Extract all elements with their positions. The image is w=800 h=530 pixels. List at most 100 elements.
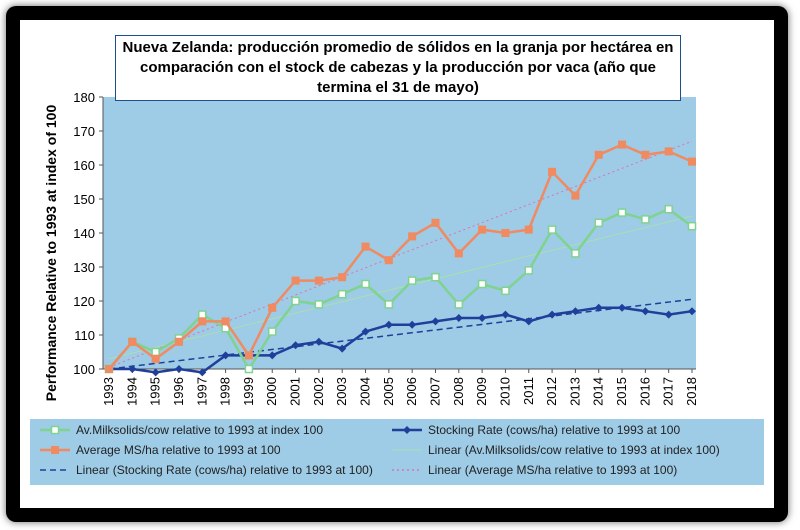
plot-area bbox=[103, 97, 696, 369]
series-2-point bbox=[361, 242, 370, 251]
series-2-point bbox=[641, 150, 650, 159]
series-2-point bbox=[105, 365, 113, 373]
y-tick-label: 100 bbox=[73, 362, 95, 377]
x-tick-label: 2013 bbox=[567, 377, 582, 406]
trendline-0 bbox=[108, 215, 693, 360]
x-tick-label: 2001 bbox=[288, 377, 303, 406]
series-0-point bbox=[407, 276, 417, 285]
series-line-1 bbox=[109, 306, 693, 374]
x-tick-label: 2007 bbox=[427, 377, 442, 406]
series-2-point bbox=[151, 354, 160, 363]
series-2-point bbox=[431, 218, 440, 227]
series-0-point bbox=[337, 289, 347, 299]
series-1-point bbox=[198, 368, 207, 377]
series-0-point bbox=[571, 249, 580, 258]
legend-milksolids-cow-label: Av.Milksolids/cow relative to 1993 at in… bbox=[76, 423, 323, 437]
series-2-point bbox=[314, 276, 323, 285]
series-2-point bbox=[618, 140, 627, 149]
x-tick-label: 2005 bbox=[381, 377, 396, 406]
series-1-point bbox=[641, 307, 650, 316]
x-tick-label: 2000 bbox=[264, 377, 279, 406]
chart: 100 110 120 130 140 150 160 170 180 1993 1994 1995 1… bbox=[30, 90, 764, 485]
x-tick-label: 2011 bbox=[521, 377, 536, 405]
y-tick-label: 180 bbox=[73, 90, 95, 105]
chart-title: Nueva Zelanda: producción promedio de só… bbox=[122, 39, 674, 96]
series-1-point bbox=[151, 368, 160, 377]
series-2-point bbox=[198, 317, 207, 326]
series-2-point bbox=[221, 317, 230, 326]
series-2-point bbox=[291, 276, 300, 285]
series-1-point bbox=[128, 365, 137, 373]
x-tick-label: 1997 bbox=[194, 377, 209, 406]
series-1-point bbox=[221, 351, 230, 360]
x-tick-label: 1999 bbox=[241, 377, 256, 406]
x-tick-label: 2010 bbox=[497, 377, 512, 406]
series-1-point bbox=[338, 344, 347, 353]
series-2-point bbox=[128, 337, 137, 346]
trendline-2 bbox=[108, 140, 693, 368]
series-0-point bbox=[641, 215, 650, 224]
series-2-point bbox=[524, 225, 533, 234]
series-1-point bbox=[291, 341, 300, 350]
series-0-point bbox=[524, 266, 534, 275]
x-tick-label: 1998 bbox=[218, 377, 233, 406]
legend-stocking-rate-label: Stocking Rate (cows/ha) relative to 1993… bbox=[428, 423, 680, 437]
series-1-point bbox=[594, 303, 603, 312]
series-0-point bbox=[687, 221, 697, 231]
series-2-point bbox=[338, 273, 347, 282]
series-2-point bbox=[454, 249, 463, 258]
x-tick-label: 2015 bbox=[614, 377, 629, 406]
y-tick-label: 160 bbox=[73, 158, 95, 173]
x-tick-label: 1996 bbox=[171, 377, 186, 406]
y-tick-label: 110 bbox=[74, 328, 95, 343]
series-2-point bbox=[501, 229, 510, 237]
series-1-point bbox=[361, 327, 370, 336]
x-tick-label: 2008 bbox=[451, 377, 466, 406]
legend-ms-ha-swatch-marker bbox=[51, 446, 59, 454]
trendline-1 bbox=[108, 298, 693, 370]
series-1-point bbox=[618, 303, 627, 312]
series-0-point bbox=[291, 296, 300, 306]
legend-linear-stocking-label: Linear (Stocking Rate (cows/ha) relative… bbox=[76, 463, 373, 477]
series-0-point bbox=[477, 279, 487, 289]
x-tick-label: 1993 bbox=[101, 377, 116, 406]
x-tick-label: 2006 bbox=[404, 377, 419, 406]
series-0-point bbox=[244, 364, 254, 374]
series-1-point bbox=[314, 337, 323, 346]
series-2-point bbox=[571, 191, 580, 200]
series-1-point bbox=[384, 320, 393, 329]
series-2-point bbox=[268, 303, 277, 312]
series-1-point bbox=[268, 351, 277, 360]
series-0-point bbox=[547, 225, 557, 234]
x-tick-label: 2018 bbox=[684, 377, 699, 406]
series-1-point bbox=[501, 310, 510, 319]
series-2-point bbox=[384, 256, 393, 265]
y-tick-label: 140 bbox=[73, 226, 95, 241]
series-0-point bbox=[454, 300, 464, 309]
series-1-point bbox=[408, 320, 417, 329]
series-2-point bbox=[478, 225, 487, 234]
x-tick-label: 2003 bbox=[334, 377, 349, 406]
x-tick-label: 1995 bbox=[148, 377, 163, 406]
chart-title-box: Nueva Zelanda: producción promedio de só… bbox=[115, 35, 681, 101]
series-0-point bbox=[151, 347, 160, 357]
x-tick-label: 2017 bbox=[661, 377, 676, 406]
series-2-point bbox=[664, 147, 673, 156]
x-tick-label: 2009 bbox=[474, 377, 489, 406]
y-tick-label: 120 bbox=[73, 294, 95, 309]
y-axis-label: Performance Relative to 1993 at index of… bbox=[43, 105, 59, 402]
x-tick-label: 2002 bbox=[311, 377, 326, 406]
y-tick-label: 150 bbox=[73, 192, 95, 207]
legend-ms-ha-label: Average MS/ha relative to 1993 at 100 bbox=[76, 443, 281, 457]
series-2-point bbox=[174, 337, 183, 346]
series-1-point bbox=[431, 317, 440, 326]
series-2-point bbox=[548, 167, 557, 176]
series-2-point bbox=[688, 157, 696, 166]
legend-stocking-rate-swatch-marker bbox=[403, 426, 411, 434]
x-tick-label: 2004 bbox=[358, 377, 373, 406]
series-2-point bbox=[594, 150, 603, 159]
series-0-point bbox=[361, 279, 370, 289]
series-1-point bbox=[664, 310, 673, 319]
x-tick-label: 2016 bbox=[637, 377, 652, 406]
series-2-point bbox=[408, 232, 417, 241]
